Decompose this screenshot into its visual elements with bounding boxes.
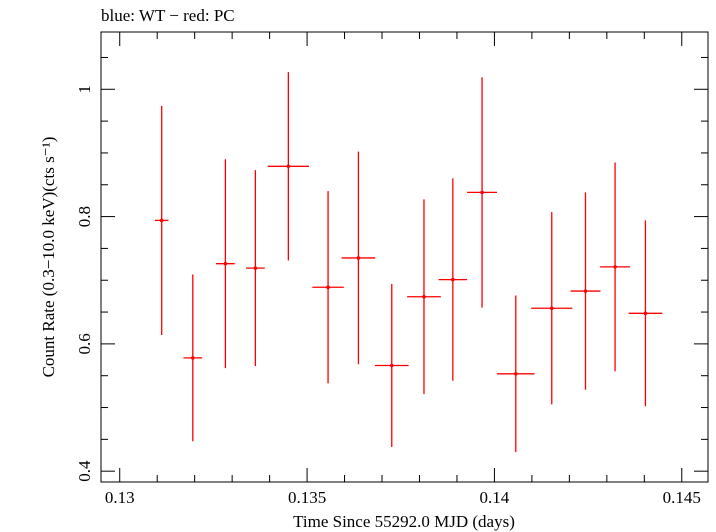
point-marker [389, 363, 394, 368]
y-tick-label: 1 [75, 85, 94, 94]
data-point [570, 192, 601, 390]
data-point [183, 274, 203, 442]
point-marker [513, 371, 518, 376]
point-marker [223, 261, 228, 266]
chart-title: blue: WT − red: PC [101, 6, 235, 25]
point-marker [356, 256, 361, 260]
data-point [341, 151, 376, 365]
data-point [246, 170, 265, 367]
data-point [374, 284, 409, 447]
data-point [154, 105, 169, 335]
x-tick-label: 0.145 [663, 488, 701, 507]
data-point [467, 77, 498, 308]
x-tick-label: 0.14 [480, 488, 510, 507]
data-point [407, 199, 441, 395]
data-point [438, 178, 468, 381]
data-point [497, 295, 535, 453]
point-marker [451, 277, 455, 282]
point-marker [549, 306, 554, 311]
data-point [600, 162, 631, 372]
data-point [216, 159, 235, 369]
point-marker [613, 265, 617, 269]
data-point [628, 220, 663, 407]
x-tick-label: 0.135 [288, 488, 326, 507]
point-marker [422, 294, 426, 299]
point-marker [159, 218, 164, 223]
y-tick-label: 0.4 [75, 460, 94, 482]
data-points [154, 72, 663, 453]
axis-tick-labels: 0.13 0.135 0.14 0.145 0.4 0.6 0.8 1 [75, 85, 701, 507]
axis-ticks [101, 32, 708, 482]
point-marker [480, 190, 484, 195]
plot-frame [100, 31, 709, 483]
point-marker [253, 266, 258, 270]
y-tick-label: 0.6 [75, 333, 94, 354]
point-marker [643, 311, 648, 316]
data-point [267, 72, 309, 261]
point-marker [190, 356, 195, 360]
x-axis-label: Time Since 55292.0 MJD (days) [293, 512, 515, 531]
y-tick-label: 0.8 [75, 206, 94, 227]
y-axis-label: Count Rate (0.3−10.0 keV)(cts s⁻¹) [39, 137, 58, 378]
data-point [531, 212, 573, 405]
x-tick-label: 0.13 [105, 488, 135, 507]
point-marker [583, 289, 588, 293]
point-marker [326, 285, 330, 290]
data-point [312, 191, 344, 384]
point-marker [286, 164, 291, 169]
